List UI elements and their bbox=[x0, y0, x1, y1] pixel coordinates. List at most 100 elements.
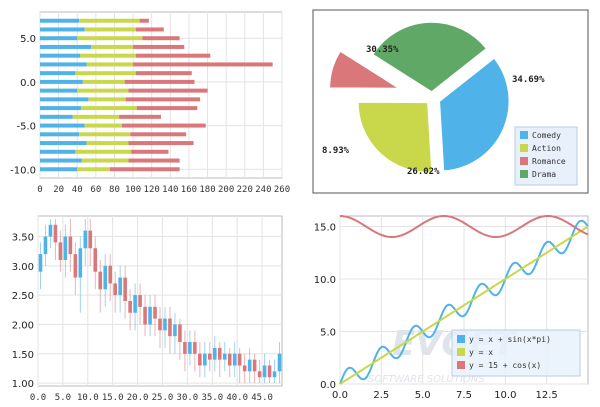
bar-segment bbox=[40, 141, 87, 146]
legend-swatch-cosine bbox=[457, 361, 465, 369]
bar-x-tick: 240 bbox=[255, 185, 271, 195]
bar-x-tick: 200 bbox=[218, 185, 234, 195]
line-x-tick: 2.5 bbox=[373, 390, 389, 401]
bar-y-tick: -5.0 bbox=[16, 122, 36, 133]
bar-segment bbox=[40, 97, 89, 102]
candle-x-tick: 45.0 bbox=[251, 393, 273, 403]
bar-segment bbox=[91, 44, 134, 49]
pie-slice-comedy bbox=[371, 21, 488, 93]
line-chart-y-ticks: 0.0 5.0 10.0 15.0 bbox=[314, 223, 336, 392]
bar-segment bbox=[86, 62, 134, 67]
candle-x-tick: 35.0 bbox=[201, 393, 223, 403]
candle-x-tick: 15.0 bbox=[102, 393, 124, 403]
candle-body bbox=[138, 295, 142, 307]
pie-chart-slices bbox=[328, 21, 511, 174]
bar-segment bbox=[121, 123, 206, 128]
stacked-bar-chart: 5.0 0.0 -5.0 -10.0 0 20 40 60 80 100 120 140 160 180… bbox=[10, 11, 290, 195]
bar-segment bbox=[80, 53, 136, 58]
candle-body bbox=[118, 277, 122, 296]
pie-slice-action bbox=[438, 56, 511, 172]
bar-segment bbox=[79, 132, 131, 137]
line-x-tick: 7.5 bbox=[456, 390, 472, 401]
candle-body bbox=[68, 236, 73, 255]
legend-label-cosine: y = 15 + cos(x) bbox=[469, 361, 541, 370]
bar-segment bbox=[72, 114, 120, 119]
candle-body bbox=[128, 301, 132, 313]
legend-label-linear: y = x bbox=[469, 348, 493, 357]
bar-segment bbox=[81, 158, 129, 163]
candlestick-y-ticks: 1.00 1.50 2.00 2.50 3.00 3.50 bbox=[12, 233, 34, 391]
line-series-1 bbox=[339, 225, 589, 385]
candle-body bbox=[188, 342, 192, 354]
line-y-tick: 10.0 bbox=[314, 275, 336, 286]
candle-y-tick: 1.00 bbox=[12, 379, 34, 390]
bar-segment bbox=[40, 149, 76, 154]
bar-segment bbox=[135, 71, 192, 76]
legend-label-sine: y = x + sin(x*pi) bbox=[469, 335, 551, 344]
bar-segment bbox=[125, 97, 201, 102]
bar-x-tick: 100 bbox=[125, 185, 141, 195]
candle-body bbox=[267, 365, 272, 378]
bar-segment bbox=[75, 149, 132, 154]
bar-segment bbox=[40, 62, 87, 67]
bar-segment bbox=[40, 88, 78, 93]
candle-body bbox=[108, 265, 113, 284]
candle-body bbox=[73, 254, 78, 278]
line-x-tick: 0.0 bbox=[332, 390, 348, 401]
line-x-tick: 5.0 bbox=[415, 390, 431, 401]
candle-body bbox=[113, 283, 117, 296]
bar-segment bbox=[77, 88, 129, 93]
line-chart-legend: y = x + sin(x*pi) y = x y = 15 + cos(x) bbox=[451, 329, 581, 377]
candle-body bbox=[123, 277, 127, 301]
candlestick-chart: 1.001.502.002.503.003.50 0.0 5.0 10.0 15.0 2… bbox=[12, 215, 283, 403]
watermark-tagline: SOFTWARE SOLUTIONS bbox=[368, 374, 485, 385]
bar-segment bbox=[40, 44, 92, 49]
legend-label-action: Action bbox=[532, 144, 561, 153]
candle-body bbox=[88, 230, 93, 249]
legend-swatch-romance bbox=[520, 157, 528, 165]
bar-segment bbox=[139, 18, 149, 23]
bar-segment bbox=[84, 123, 122, 128]
bar-y-tick: -10.0 bbox=[10, 165, 36, 176]
line-chart-series bbox=[339, 214, 589, 385]
candle-body bbox=[78, 248, 83, 278]
candle-body bbox=[143, 306, 147, 325]
bar-segment bbox=[109, 167, 180, 172]
function-line-chart: EVGET SOFTWARE SOLUTIONS 0.05.010.015.0 … bbox=[314, 214, 589, 401]
candle-body bbox=[222, 353, 227, 360]
candle-body bbox=[203, 353, 207, 366]
line-x-tick: 12.5 bbox=[536, 390, 558, 401]
candle-body bbox=[183, 342, 187, 354]
candle-body bbox=[207, 353, 212, 360]
pie-label-romance: 26.02% bbox=[407, 167, 440, 177]
candle-body bbox=[58, 242, 63, 260]
candle-body bbox=[217, 347, 222, 360]
bar-x-tick: 140 bbox=[162, 185, 178, 195]
bar-x-tick: 180 bbox=[199, 185, 215, 195]
pie-slice-romance bbox=[357, 101, 433, 174]
candle-body bbox=[168, 318, 172, 337]
legend-swatch-drama bbox=[520, 170, 528, 178]
candle-x-tick: 0.0 bbox=[30, 393, 46, 403]
bar-y-tick: 5.0 bbox=[20, 34, 36, 45]
candle-body bbox=[63, 236, 68, 260]
bar-x-tick: 160 bbox=[181, 185, 197, 195]
bar-segment bbox=[40, 106, 81, 111]
candle-body bbox=[272, 371, 277, 378]
candle-x-tick: 10.0 bbox=[77, 393, 99, 403]
bar-segment bbox=[119, 114, 161, 119]
bar-chart-y-ticks: 5.0 0.0 -5.0 -10.0 bbox=[10, 34, 36, 176]
bar-segment bbox=[40, 114, 73, 119]
candle-x-tick: 40.0 bbox=[226, 393, 248, 403]
bar-segment bbox=[142, 36, 180, 41]
candle-body bbox=[43, 236, 48, 255]
candle-y-tick: 2.00 bbox=[12, 320, 34, 331]
bar-segment bbox=[128, 141, 194, 146]
bar-segment bbox=[40, 158, 82, 163]
bar-segment bbox=[128, 88, 208, 93]
bar-segment bbox=[40, 53, 81, 58]
candle-body bbox=[98, 271, 103, 290]
bar-segment bbox=[77, 36, 143, 41]
candle-y-tick: 2.50 bbox=[12, 291, 34, 302]
